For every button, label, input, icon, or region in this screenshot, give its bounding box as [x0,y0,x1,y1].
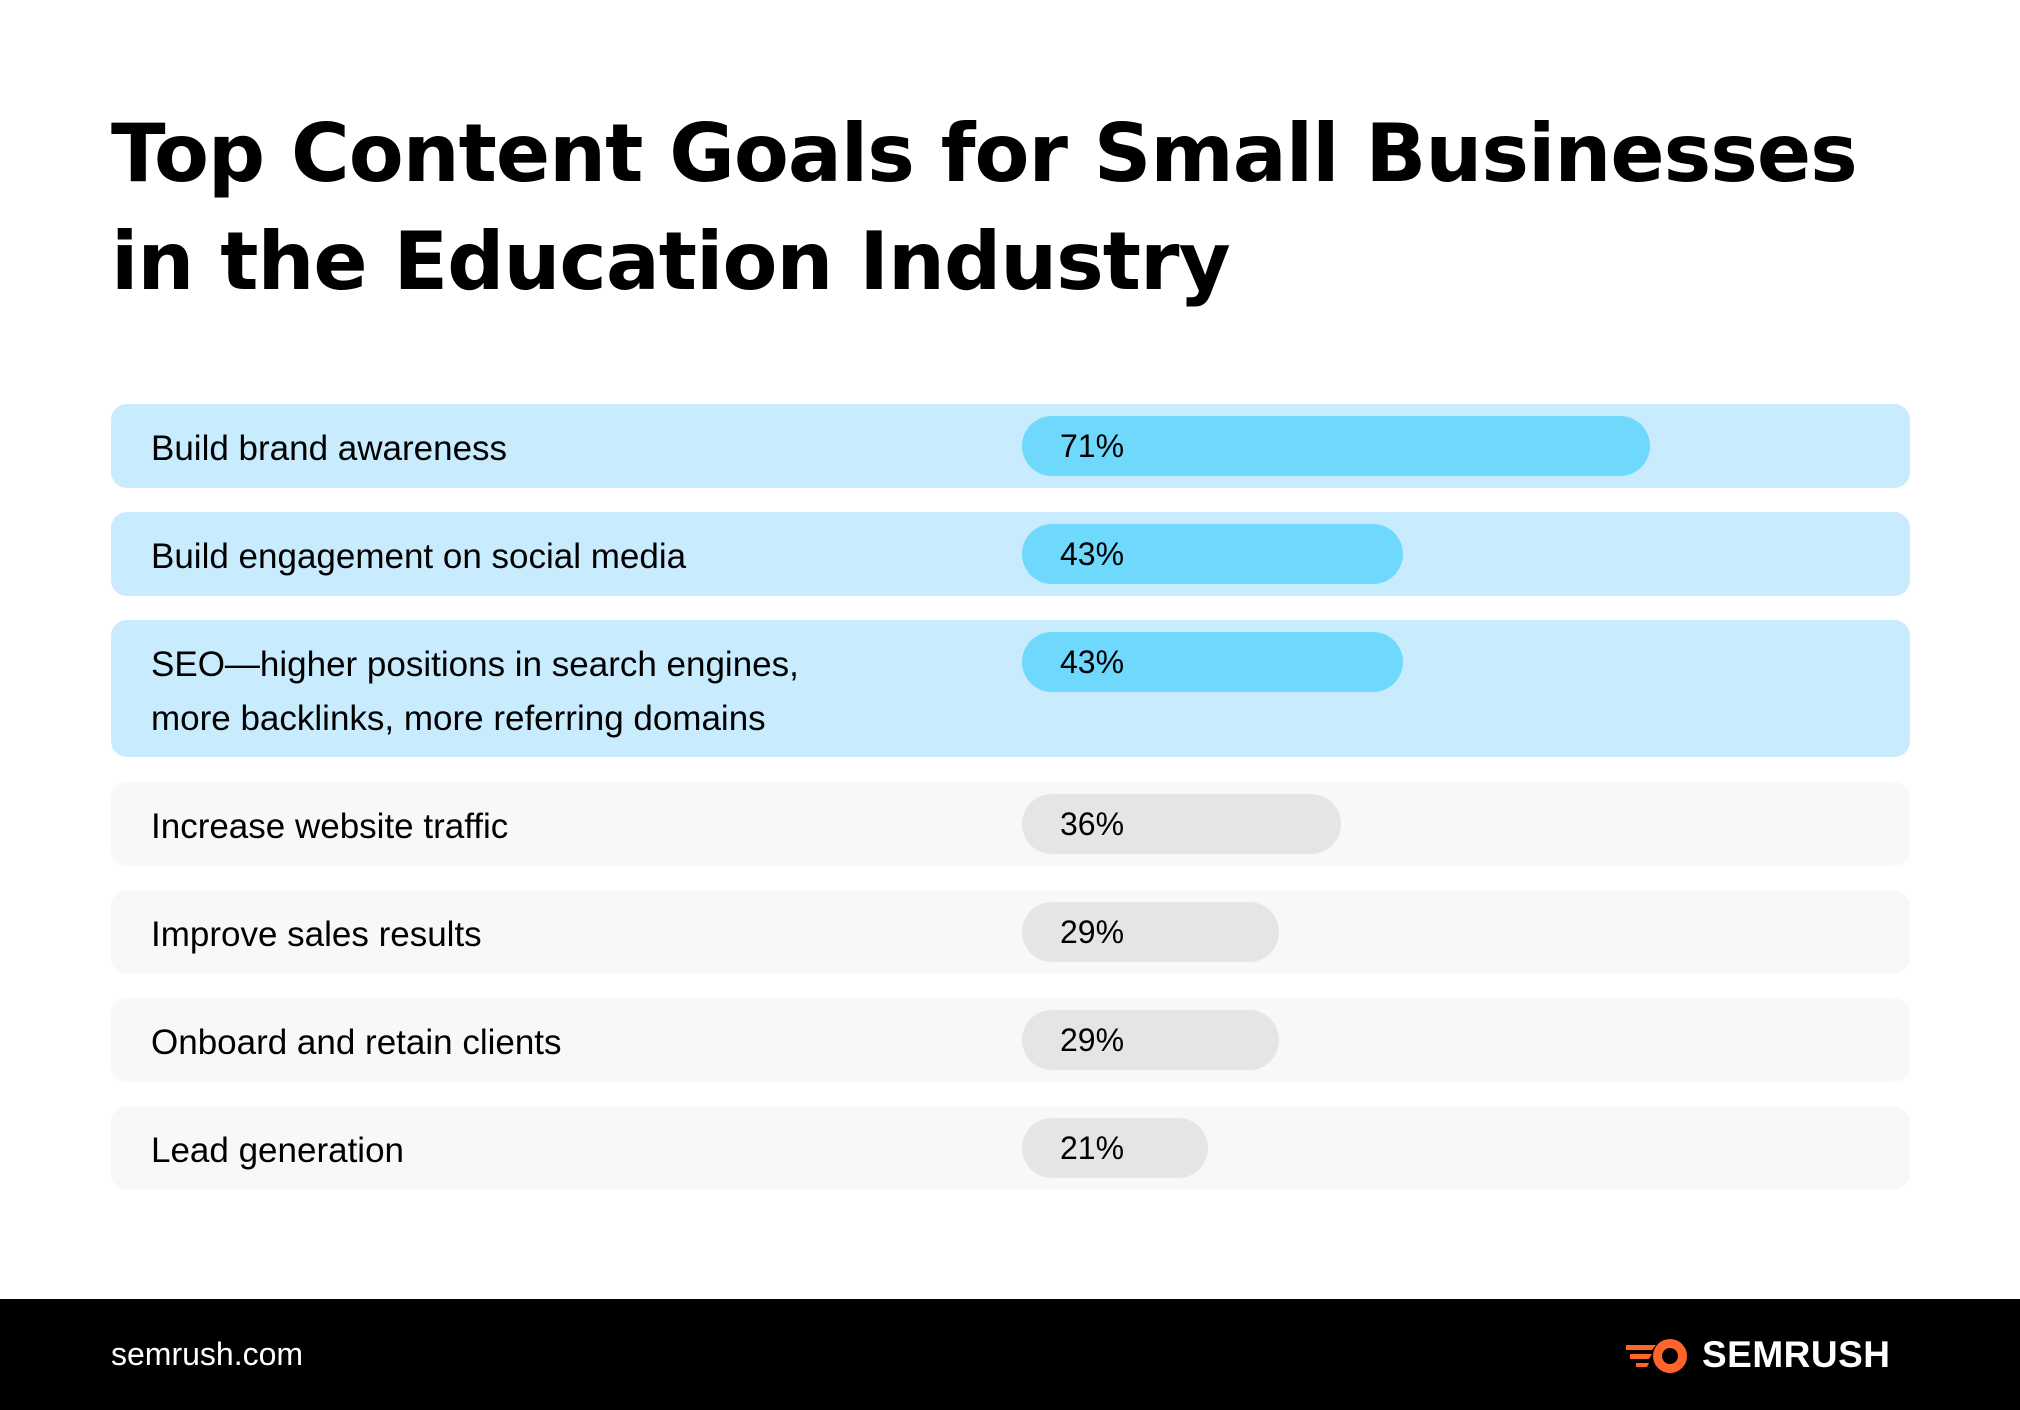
semrush-wordmark: SEMRUSH [1702,1334,1891,1375]
bar: 29% [1022,1010,1279,1070]
bar: 43% [1022,632,1403,692]
bar: 36% [1022,794,1341,854]
chart-row: Onboard and retain clients 29% [111,998,1910,1082]
category-label: Improve sales results [151,908,971,962]
data-label: 36% [1060,806,1125,842]
category-label: Lead generation [151,1124,971,1178]
chart-row: Lead generation 21% [111,1106,1910,1190]
category-label-line: Improve sales results [151,915,482,954]
bar-chart: Build brand awareness 71% Build engagement… [111,404,1910,1190]
semrush-fire-icon [1626,1339,1687,1373]
data-label: 21% [1060,1130,1125,1166]
category-label: SEO—higher positions in search engines, m… [151,638,971,746]
category-label: Onboard and retain clients [151,1016,971,1070]
chart-row: Build engagement on social media 43% [111,512,1910,596]
bar: 29% [1022,902,1279,962]
bar: 71% [1022,416,1650,476]
category-label-line: Lead generation [151,1131,404,1170]
data-label: 29% [1060,914,1125,950]
bar: 21% [1022,1118,1208,1178]
category-label-line: Build engagement on social media [151,537,687,576]
category-label: Build brand awareness [151,422,971,476]
footer-url[interactable]: semrush.com [111,1336,304,1372]
footer: semrush.com SEMRUSH [0,1299,2020,1410]
chart-title-line-1: Top Content Goals for Small Businesses [111,107,1858,200]
category-label-line: Increase website traffic [151,807,509,846]
chart-row: Build brand awareness 71% [111,404,1910,488]
semrush-logo: SEMRUSH [1626,1331,1916,1379]
chart-title-line-2: in the Education Industry [111,215,1231,308]
category-label-line: Build brand awareness [151,429,508,468]
category-label-line: SEO—higher positions in search engines, [151,645,799,684]
data-label: 29% [1060,1022,1125,1058]
chart-row: Improve sales results 29% [111,890,1910,974]
category-label: Increase website traffic [151,800,971,854]
data-label: 43% [1060,644,1125,680]
chart-row: Increase website traffic 36% [111,782,1910,866]
chart-row: SEO—higher positions in search engines, m… [111,620,1910,757]
category-label: Build engagement on social media [151,530,971,584]
bar: 43% [1022,524,1403,584]
category-label-line: Onboard and retain clients [151,1023,562,1062]
data-label: 71% [1060,428,1125,464]
chart-title: Top Content Goals for Small Businesses i… [111,100,1911,316]
category-label-line: more backlinks, more referring domains [151,699,766,738]
data-label: 43% [1060,536,1125,572]
